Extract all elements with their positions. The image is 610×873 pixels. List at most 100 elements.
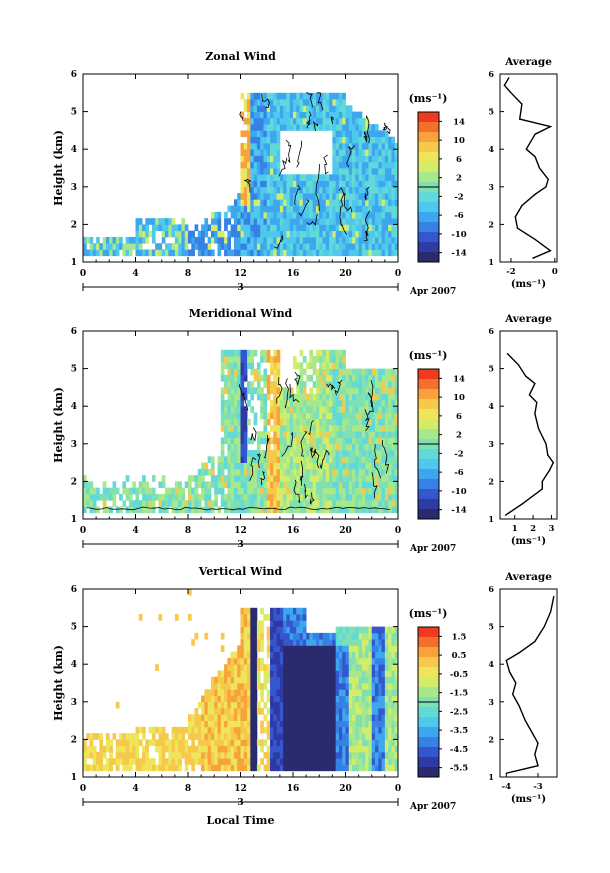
heatmap-cell: [355, 136, 360, 144]
heatmap-cell: [352, 683, 356, 690]
heatmap-cell: [227, 714, 232, 721]
heatmap-cell: [375, 130, 379, 138]
heatmap-cell: [335, 758, 340, 765]
heatmap-cell: [329, 111, 333, 119]
heatmap-cell: [260, 205, 264, 213]
heatmap-cell: [335, 475, 340, 482]
heatmap-cell: [299, 632, 304, 640]
heatmap-cell: [352, 701, 356, 709]
heatmap-cell: [394, 651, 399, 659]
colorbar-swatch: [418, 637, 439, 648]
heatmap-cell: [296, 614, 300, 621]
heatmap-cell: [352, 506, 356, 514]
heatmap-cell: [233, 406, 238, 413]
heatmap-cell: [230, 670, 235, 678]
heatmap-cell: [279, 92, 284, 100]
heatmap-cell: [273, 739, 277, 747]
heatmap-cell: [361, 664, 366, 671]
heatmap-cell: [204, 487, 209, 495]
heatmap-cell: [368, 174, 373, 181]
heatmap-cell: [322, 506, 327, 514]
heatmap-cell: [378, 475, 382, 482]
heatmap-cell: [388, 695, 392, 703]
heatmap-cell: [312, 676, 317, 684]
heatmap-cell: [338, 726, 343, 734]
heatmap-cell: [345, 739, 350, 747]
colorbar-swatch: [418, 122, 439, 133]
heatmap-cell: [388, 368, 392, 376]
heatmap-cell: [365, 487, 369, 495]
heatmap-cell: [345, 418, 350, 426]
x-tick-label: 16: [287, 784, 300, 794]
colorbar-tick-label: -2.5: [450, 707, 468, 717]
heatmap-cell: [270, 142, 274, 150]
heatmap-cell: [188, 249, 192, 257]
heatmap-cell: [332, 362, 337, 369]
heatmap-cell: [299, 374, 304, 382]
heatmap-cell: [312, 180, 317, 188]
heatmap-cell: [191, 764, 195, 772]
heatmap-cell: [99, 764, 104, 772]
heatmap-cell: [270, 412, 274, 420]
heatmap-cell: [283, 639, 287, 646]
contour-line: [296, 140, 303, 168]
heatmap-cell: [240, 751, 245, 759]
heatmap-cell: [266, 689, 271, 696]
profile-point: [549, 250, 552, 252]
heatmap-cell: [312, 720, 317, 728]
heatmap-cell: [355, 236, 360, 244]
heatmap-cell: [263, 193, 268, 200]
heatmap-cell: [388, 431, 392, 438]
heatmap-cell: [233, 689, 238, 696]
heatmap-cell: [207, 456, 212, 463]
heatmap-cell: [224, 456, 228, 463]
heatmap-cell: [329, 758, 333, 765]
heatmap-cell: [306, 475, 310, 482]
heatmap-cell: [250, 236, 255, 244]
heatmap-cell: [237, 199, 241, 206]
heatmap-cell: [358, 493, 363, 501]
heatmap-cell: [96, 506, 100, 514]
heatmap-cell: [378, 481, 382, 489]
heatmap-cell: [266, 92, 271, 100]
heatmap-cell: [253, 632, 258, 640]
heatmap-cell: [155, 249, 159, 257]
heatmap-cell: [181, 493, 186, 501]
heatmap-cell: [194, 500, 199, 507]
heatmap-cell: [296, 493, 300, 501]
heatmap-cell: [338, 450, 343, 457]
heatmap-cell: [253, 456, 258, 463]
heatmap-cell: [355, 670, 360, 678]
heatmap-cell: [289, 387, 294, 395]
heatmap-cell: [210, 481, 215, 489]
heatmap-cell: [355, 418, 360, 426]
heatmap-cell: [361, 418, 366, 426]
heatmap-cell: [237, 393, 241, 401]
heatmap-cell: [345, 437, 350, 445]
heatmap-cell: [391, 387, 396, 395]
heatmap-cell: [338, 356, 343, 363]
heatmap-cell: [224, 399, 228, 407]
heatmap-cell: [270, 676, 274, 684]
heatmap-cell: [240, 468, 245, 476]
heatmap-cell: [368, 645, 373, 653]
heatmap-cell: [312, 493, 317, 501]
heatmap-cell: [220, 487, 225, 495]
heatmap-cell: [86, 493, 90, 501]
profile-point: [537, 742, 539, 744]
heatmap-cell: [348, 764, 353, 772]
heatmap-cell: [119, 739, 123, 747]
heatmap-cell: [253, 218, 258, 225]
heatmap-cell: [296, 412, 300, 420]
heatmap-cell: [279, 620, 284, 627]
heatmap-cell: [302, 443, 307, 451]
heatmap-cell: [378, 726, 382, 734]
heatmap-cell: [135, 751, 140, 759]
heatmap-cell: [391, 161, 396, 169]
heatmap-cell: [260, 236, 264, 244]
heatmap-cell: [256, 230, 261, 238]
heatmap-cell: [286, 639, 291, 646]
heatmap-cell: [99, 493, 104, 501]
contour-line: [364, 231, 368, 241]
